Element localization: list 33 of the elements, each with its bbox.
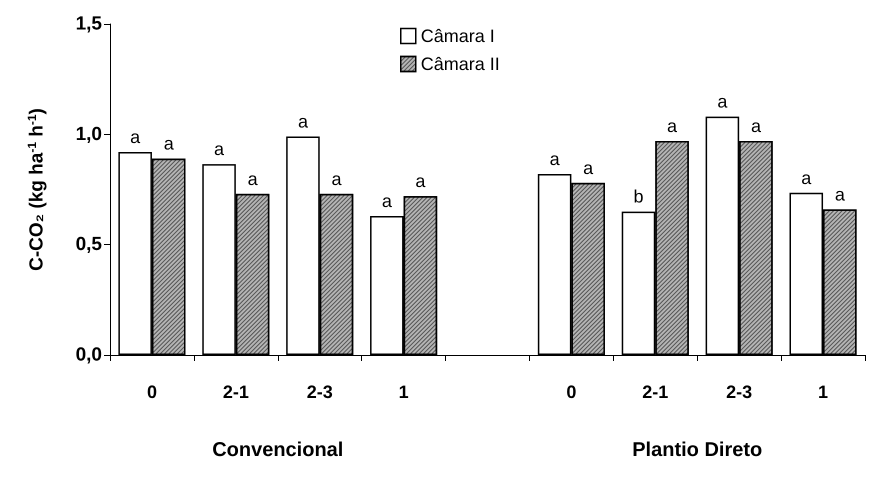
x-tick-label: 0	[146, 382, 157, 402]
data-label: a	[382, 190, 393, 211]
data-label: a	[415, 171, 426, 192]
text: Plantio Direto	[632, 439, 762, 461]
data-label: a	[298, 112, 309, 132]
x-tick-label: 2-1	[222, 382, 249, 402]
data-label: a	[834, 184, 846, 204]
x-tick-label: 1	[818, 382, 828, 402]
y-tick-label: 0,0	[76, 344, 102, 366]
x-tick-label: 1	[398, 382, 409, 402]
data-label: a	[248, 168, 259, 189]
data-label: a	[130, 126, 142, 147]
legend-label: Câmara II	[420, 54, 500, 74]
data-label: a	[667, 116, 678, 136]
data-label: a	[331, 168, 342, 189]
y-axis-title: C-CO₂ (kg ha-1 h-1)	[25, 108, 48, 271]
data-label: a	[550, 149, 561, 170]
x-tick-label: 0	[566, 382, 576, 402]
x-tick-label: 2-3	[726, 382, 752, 402]
y-tick-label: 0,5	[76, 234, 102, 256]
data-label: a	[750, 116, 762, 136]
data-label: a	[583, 158, 594, 178]
x-tick-label: 2-3	[306, 382, 333, 402]
legend-label: Câmara I	[420, 26, 495, 46]
data-label: a	[214, 139, 226, 160]
data-label: a	[801, 168, 812, 188]
data-label: b	[633, 186, 644, 207]
data-label: a	[164, 134, 175, 154]
data-label: a	[717, 92, 728, 112]
y-tick-label: 1,5	[76, 14, 102, 34]
text: Convencional	[212, 439, 344, 461]
x-tick-label: 2-1	[642, 382, 668, 402]
y-tick-label: 1,0	[76, 124, 102, 145]
